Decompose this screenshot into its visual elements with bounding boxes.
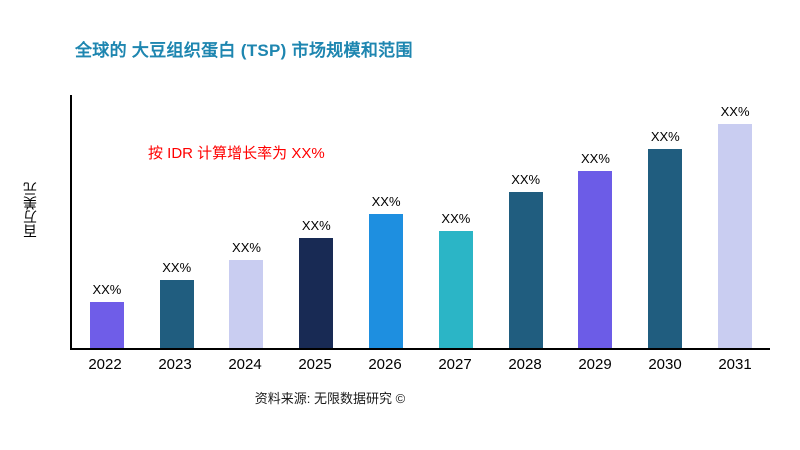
bar bbox=[159, 279, 194, 348]
x-tick-label: 2031 bbox=[718, 356, 752, 373]
bar-column: XX% bbox=[281, 95, 351, 348]
x-tick-label: 2023 bbox=[158, 356, 192, 373]
x-tick-label: 2024 bbox=[228, 356, 262, 373]
bar-column: XX% bbox=[421, 95, 491, 348]
bar-column: XX% bbox=[212, 95, 282, 348]
bar bbox=[299, 238, 334, 348]
bar-column: XX% bbox=[491, 95, 561, 348]
source-note: 资料来源: 无限数据研究 © bbox=[254, 391, 406, 406]
bar bbox=[578, 170, 613, 348]
bar-value-label: XX% bbox=[162, 259, 192, 275]
bar bbox=[508, 192, 543, 348]
x-tick-label: 2027 bbox=[438, 356, 472, 373]
bar-column: XX% bbox=[700, 95, 770, 348]
bar-value-label: XX% bbox=[650, 128, 680, 144]
x-tick-label: 2028 bbox=[508, 356, 542, 373]
bar-value-label: XX% bbox=[581, 150, 610, 166]
bar-column: XX% bbox=[630, 95, 700, 348]
bar bbox=[438, 231, 473, 348]
x-tick-label: 2030 bbox=[648, 356, 682, 373]
x-axis-ticks: 2022 2023 2024 2025 2026 2027 2028 2029 2030 2031 bbox=[70, 356, 770, 373]
bar-value-label: XX% bbox=[92, 282, 122, 298]
bar-value-label: XX% bbox=[511, 172, 541, 188]
bar-value-label: XX% bbox=[232, 240, 261, 256]
x-tick-label: 2022 bbox=[88, 356, 122, 373]
bar-column: XX% bbox=[561, 95, 631, 348]
x-tick-label: 2025 bbox=[298, 356, 332, 373]
bar-column: XX% bbox=[72, 95, 142, 348]
bar bbox=[648, 148, 683, 348]
bar-group: XX% XX% XX% XX% XX% XX% XX% XX% XX% XX% bbox=[72, 95, 770, 348]
bar-value-label: XX% bbox=[301, 218, 331, 234]
growth-rate-annotation: 按 IDR 计算增长率为 XX% bbox=[148, 145, 325, 162]
y-axis-label: 百万美元 bbox=[22, 182, 38, 238]
bar bbox=[718, 124, 753, 348]
plot-area: XX% XX% XX% XX% XX% XX% XX% XX% XX% XX% bbox=[70, 95, 770, 350]
bar bbox=[369, 213, 404, 348]
page-title: 全球的 大豆组织蛋白 (TSP) 市场规模和范围 bbox=[75, 41, 413, 60]
bar bbox=[89, 302, 124, 348]
bar-column: XX% bbox=[142, 95, 212, 348]
x-tick-label: 2029 bbox=[578, 356, 612, 373]
bar-value-label: XX% bbox=[441, 211, 471, 227]
bar bbox=[229, 260, 264, 348]
bar-value-label: XX% bbox=[720, 104, 750, 120]
x-tick-label: 2026 bbox=[368, 356, 402, 373]
bar-column: XX% bbox=[351, 95, 421, 348]
bar-value-label: XX% bbox=[371, 193, 401, 209]
